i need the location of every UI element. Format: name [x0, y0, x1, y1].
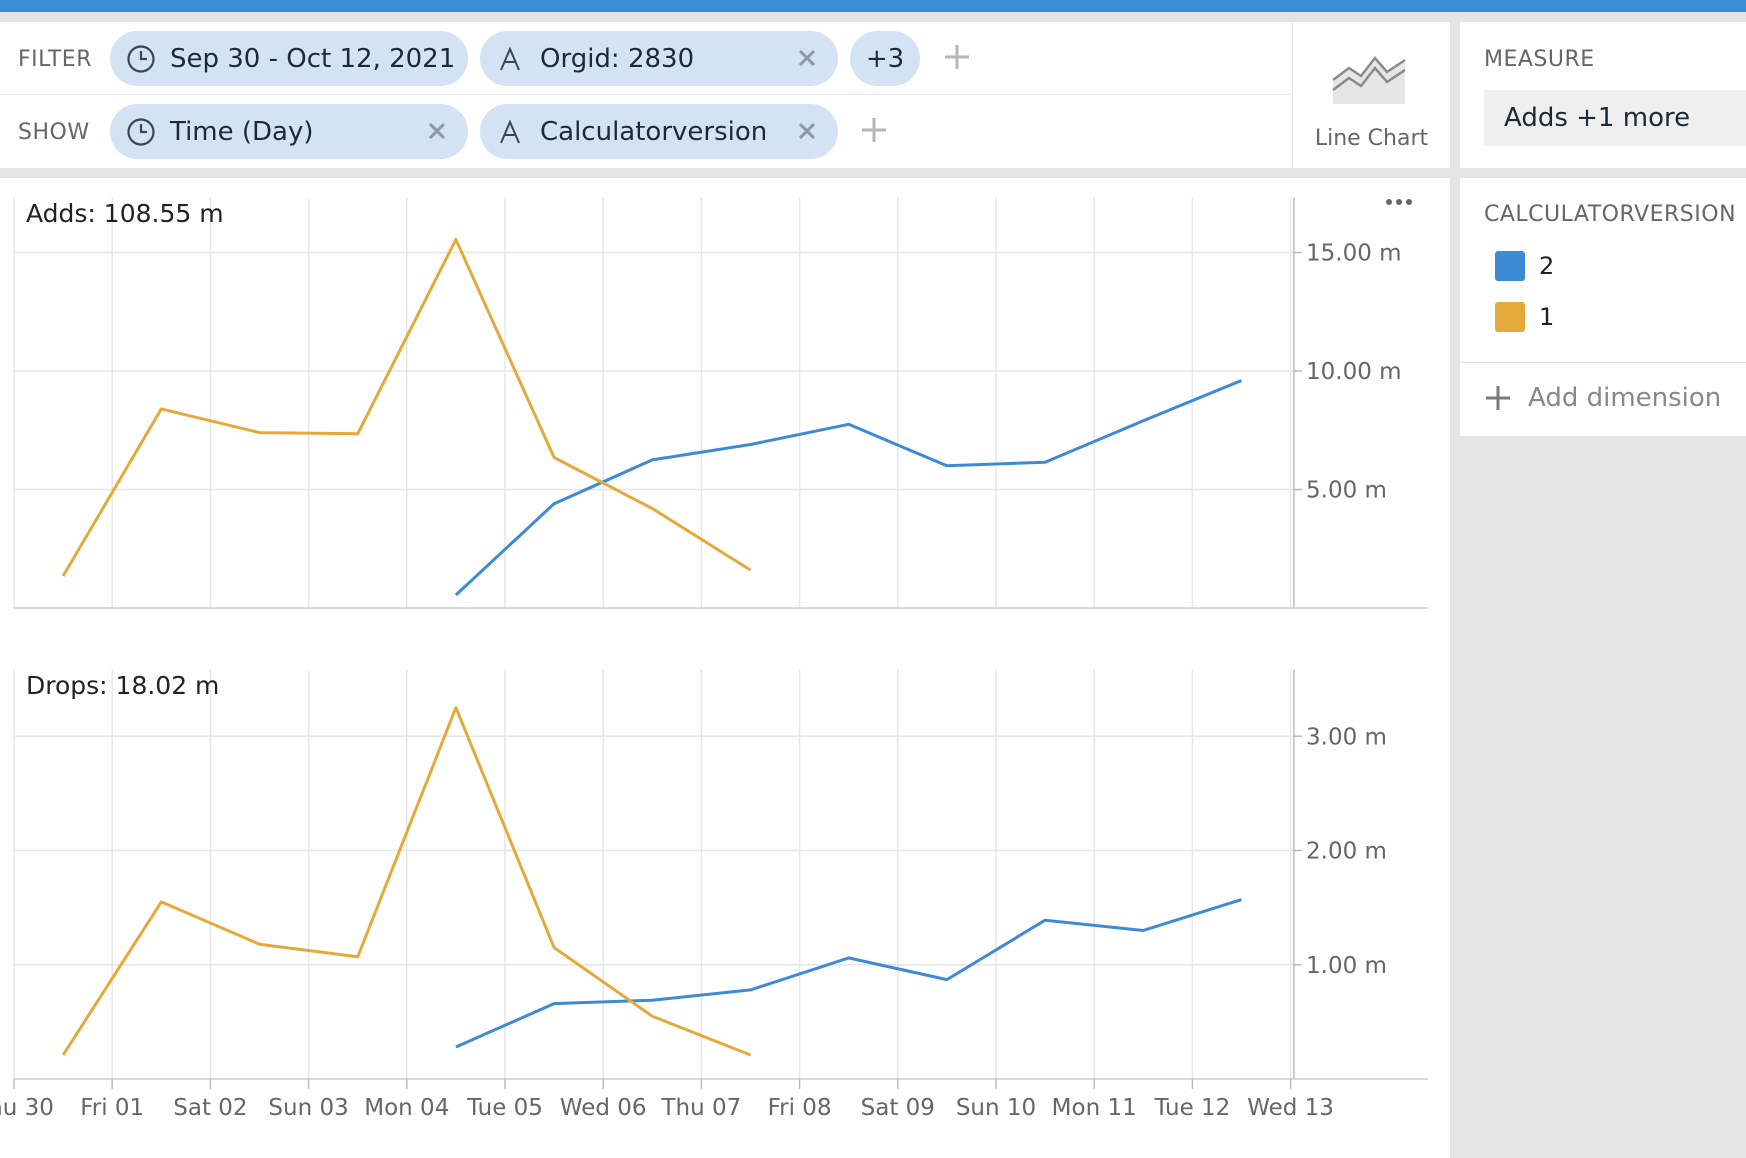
- date-range-pill[interactable]: Sep 30 - Oct 12, 2021: [110, 31, 468, 86]
- x-tick-label: Sun 10: [956, 1095, 1036, 1121]
- y-tick-label: 1.00 m: [1306, 953, 1387, 979]
- x-tick-label: Thu 30: [0, 1095, 54, 1121]
- y-tick-label: 15.00 m: [1306, 241, 1402, 267]
- line-charts: 5.00 m 10.00 m 15.00 m Adds: 108.55 m 1.00 m…: [0, 198, 1428, 1121]
- x-tick-label: Fri 08: [768, 1095, 832, 1121]
- x-tick-label: Wed 13: [1247, 1095, 1334, 1121]
- top-accent-bar: [0, 0, 1746, 12]
- y-tick-label: 3.00 m: [1306, 724, 1387, 750]
- legend-swatch: [1495, 251, 1525, 281]
- series-line-2: [454, 379, 1243, 597]
- more-options-icon[interactable]: [1384, 196, 1414, 208]
- date-range-text: Sep 30 - Oct 12, 2021: [170, 43, 456, 74]
- time-split-text: Time (Day): [170, 116, 314, 147]
- top-gap: [0, 12, 1746, 22]
- legend-divider: [1460, 362, 1746, 363]
- x-tick-label: Mon 11: [1052, 1095, 1137, 1121]
- add-dimension-label: Add dimension: [1528, 383, 1722, 413]
- legend-item-2[interactable]: 2: [1495, 250, 1554, 282]
- legend-item-label: 2: [1539, 252, 1555, 280]
- more-filters-count: +3: [865, 43, 905, 74]
- measure-selector[interactable]: Adds +1 more: [1484, 90, 1746, 146]
- show-row: SHOW Time (Day) Calculatorversion: [0, 95, 1292, 168]
- string-dimension-icon: [494, 115, 528, 149]
- x-tick-label: Sat 09: [861, 1095, 935, 1121]
- x-tick-label: Tue 05: [466, 1095, 543, 1121]
- viz-label: Line Chart: [1314, 126, 1429, 151]
- y-tick-label: 10.00 m: [1306, 359, 1402, 385]
- add-split-icon[interactable]: [857, 113, 891, 147]
- legend-item-label: 1: [1539, 303, 1555, 331]
- calculatorversion-text: Calculatorversion: [540, 116, 768, 147]
- x-tick-label: Wed 06: [560, 1095, 647, 1121]
- clock-icon: [124, 115, 158, 149]
- remove-calculatorversion-icon[interactable]: [794, 118, 820, 144]
- x-tick-label: Sun 03: [268, 1095, 348, 1121]
- x-tick-label: Fri 01: [80, 1095, 144, 1121]
- calculatorversion-pill[interactable]: Calculatorversion: [480, 104, 838, 159]
- orgid-text: Orgid: 2830: [540, 43, 695, 74]
- series-line-1: [61, 706, 752, 1057]
- viz-separator: [1292, 22, 1293, 168]
- x-tick-label: Sat 02: [173, 1095, 247, 1121]
- line-chart-icon: [1332, 56, 1406, 104]
- panel-gap: [1450, 22, 1460, 1158]
- legend-title: CALCULATORVERSION: [1484, 202, 1737, 227]
- plus-icon: [1486, 386, 1510, 410]
- series-line-1: [61, 238, 752, 577]
- filter-row: FILTER Sep 30 - Oct 12, 2021 Orgid: 2830…: [0, 22, 1292, 95]
- string-dimension-icon: [494, 42, 528, 76]
- measure-panel: MEASURE Adds +1 more: [1460, 22, 1746, 168]
- y-tick-label: 2.00 m: [1306, 839, 1387, 865]
- legend-item-1[interactable]: 1: [1495, 301, 1554, 333]
- x-tick-label: Thu 07: [661, 1095, 742, 1121]
- clock-icon: [124, 42, 158, 76]
- chart-panel: 5.00 m 10.00 m 15.00 m Adds: 108.55 m 1.00 m…: [0, 178, 1450, 1158]
- add-dimension-button[interactable]: Add dimension: [1484, 383, 1721, 413]
- y-tick-label: 5.00 m: [1306, 478, 1387, 504]
- chart-title: Adds: 108.55 m: [26, 199, 224, 228]
- remove-orgid-icon[interactable]: [794, 45, 820, 71]
- more-filters-pill[interactable]: +3: [850, 31, 920, 86]
- filter-panel: FILTER Sep 30 - Oct 12, 2021 Orgid: 2830…: [0, 22, 1450, 168]
- measure-title: MEASURE: [1484, 47, 1595, 72]
- visualization-selector[interactable]: Line Chart: [1293, 22, 1450, 168]
- orgid-pill[interactable]: Orgid: 2830: [480, 31, 838, 86]
- series-line-2: [455, 898, 1242, 1049]
- x-tick-label: Mon 04: [364, 1095, 449, 1121]
- x-tick-label: Tue 12: [1153, 1095, 1230, 1121]
- show-label: SHOW: [18, 120, 90, 145]
- chart-title: Drops: 18.02 m: [26, 671, 219, 700]
- time-split-pill[interactable]: Time (Day): [110, 104, 468, 159]
- remove-time-split-icon[interactable]: [424, 118, 450, 144]
- filter-label: FILTER: [18, 47, 92, 72]
- add-filter-icon[interactable]: [940, 40, 974, 74]
- legend-swatch: [1495, 302, 1525, 332]
- legend-panel: CALCULATORVERSION 2 1 Add dimension: [1460, 178, 1746, 436]
